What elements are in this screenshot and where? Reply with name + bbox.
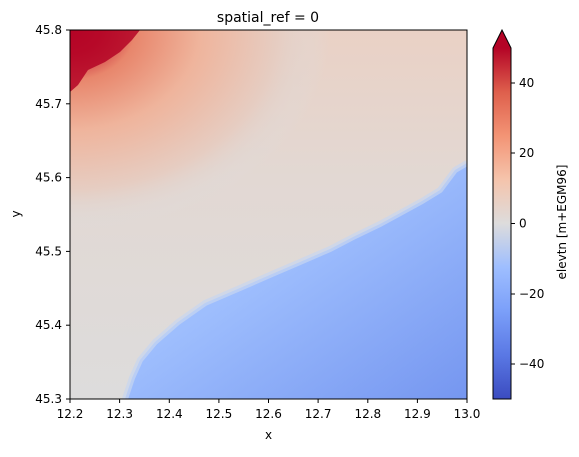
y-tick-label: 45.7 xyxy=(35,97,62,111)
y-axis-label: y xyxy=(9,210,23,217)
x-tick-label: 12.8 xyxy=(354,407,381,421)
colorbar-tick-label: −20 xyxy=(519,287,544,301)
heatmap-image xyxy=(70,30,467,399)
sea-region xyxy=(125,163,467,399)
colorbar-tick-label: −40 xyxy=(519,357,544,371)
colorbar-extend-max-triangle xyxy=(493,30,511,48)
colorbar-body xyxy=(493,48,511,399)
colorbar-label: elevtn [m+EGM96] xyxy=(555,165,569,280)
y-tick-label: 45.4 xyxy=(35,318,62,332)
colorbar-tick-label: 20 xyxy=(519,146,534,160)
colorbar-tick-label: 0 xyxy=(519,217,527,231)
y-tick-label: 45.5 xyxy=(35,244,62,258)
colorbar-outline xyxy=(492,28,512,400)
y-axis: 45.3 45.4 45.5 45.6 45.7 45.8 y xyxy=(9,23,70,406)
coastal-fringe xyxy=(122,160,467,399)
colorbar-tick-label: 40 xyxy=(519,76,534,90)
x-tick-label: 12.4 xyxy=(156,407,183,421)
x-tick-label: 13.0 xyxy=(454,407,481,421)
x-tick-label: 12.7 xyxy=(305,407,332,421)
x-tick-label: 12.6 xyxy=(255,407,282,421)
x-tick-label: 12.3 xyxy=(106,407,133,421)
y-tick-label: 45.6 xyxy=(35,171,62,185)
colorbar: 40 20 0 −20 −40 elevtn [m+EGM96] xyxy=(492,28,569,400)
high-elevation-patch xyxy=(70,30,140,92)
x-tick-label: 12.5 xyxy=(206,407,233,421)
x-axis: 12.2 12.3 12.4 12.5 12.6 12.7 12.8 12.9 … xyxy=(57,399,481,442)
y-tick-label: 45.3 xyxy=(35,392,62,406)
x-axis-label: x xyxy=(265,428,272,442)
x-tick-label: 12.9 xyxy=(404,407,431,421)
chart-title: spatial_ref = 0 xyxy=(217,10,319,26)
x-tick-label: 12.2 xyxy=(57,407,84,421)
y-tick-label: 45.8 xyxy=(35,23,62,37)
